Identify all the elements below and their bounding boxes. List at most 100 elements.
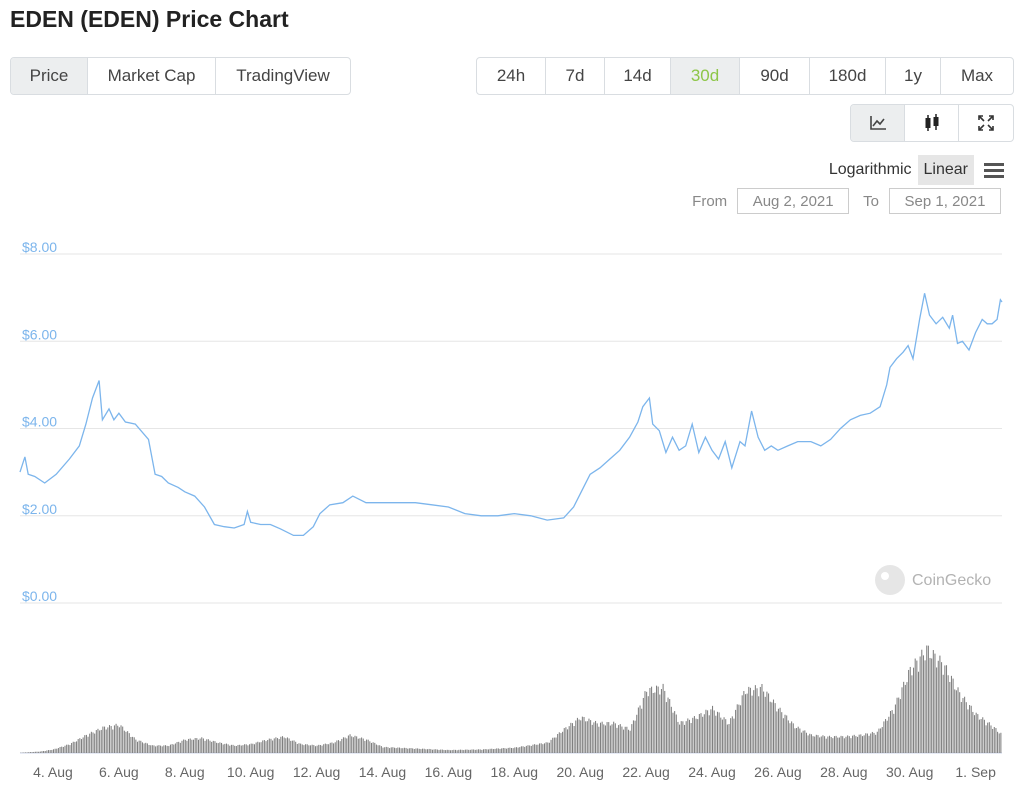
volume-bar: [347, 735, 349, 753]
volume-bar: [590, 720, 592, 753]
volume-bar: [450, 750, 452, 753]
volume-bar: [72, 741, 74, 753]
tab-tradingview[interactable]: TradingView: [236, 66, 330, 85]
range-14d[interactable]: 14d: [605, 58, 671, 94]
tab-market-cap[interactable]: Market Cap: [88, 58, 216, 94]
range-7d[interactable]: 7d: [546, 58, 605, 94]
volume-bar: [336, 740, 338, 753]
volume-bar: [880, 728, 882, 753]
volume-bar: [412, 748, 414, 753]
volume-bar: [117, 725, 119, 753]
volume-bar: [300, 743, 302, 753]
volume-bar: [525, 745, 527, 753]
volume-bar: [168, 746, 170, 753]
range-1y[interactable]: 1y: [886, 58, 941, 94]
hamburger-menu-icon[interactable]: [984, 160, 1004, 181]
volume-bar: [792, 723, 794, 753]
volume-bar: [796, 728, 798, 753]
volume-bar: [384, 747, 386, 753]
volume-bar: [395, 748, 397, 753]
to-date-input[interactable]: [889, 188, 1001, 214]
volume-bar: [423, 748, 425, 753]
volume-bar: [543, 743, 546, 753]
volume-bar: [593, 722, 595, 753]
volume-bar: [758, 696, 760, 753]
volume-bar: [285, 738, 287, 753]
volume-bar: [688, 719, 690, 753]
volume-bar: [565, 727, 567, 753]
range-24h[interactable]: 24h: [477, 58, 546, 94]
volume-bar: [318, 744, 320, 753]
range-30d[interactable]: 30d: [671, 58, 740, 94]
volume-bar: [253, 744, 256, 753]
volume-bar: [613, 721, 615, 753]
candlestick-button[interactable]: [905, 105, 959, 141]
volume-bar: [547, 742, 549, 753]
volume-bar: [832, 738, 834, 753]
volume-bar: [616, 727, 618, 753]
range-90d[interactable]: 90d: [740, 58, 810, 94]
volume-bar: [637, 707, 639, 753]
volume-bar: [522, 746, 524, 753]
volume-bar: [504, 748, 506, 753]
date-range-selector: From To: [692, 188, 1001, 214]
volume-bar: [397, 747, 399, 753]
volume-bar: [962, 698, 964, 753]
volume-bar: [105, 729, 107, 753]
volume-bar: [932, 650, 934, 753]
volume-bar: [670, 706, 672, 753]
volume-bar: [69, 745, 71, 753]
tab-price[interactable]: Price: [11, 58, 88, 94]
volume-bar: [726, 724, 728, 753]
range-180d[interactable]: 180d: [810, 58, 886, 94]
range-max[interactable]: Max: [960, 66, 994, 85]
volume-bar: [838, 737, 840, 753]
view-mode-tabs: [850, 104, 1014, 142]
volume-bar: [385, 746, 387, 753]
volume-bar: [486, 749, 488, 753]
volume-bar: [178, 741, 180, 753]
volume-bar: [873, 732, 875, 753]
volume-bar: [308, 745, 310, 753]
volume-bar: [652, 692, 654, 753]
y-tick-label: $8.00: [22, 239, 57, 255]
volume-bar: [257, 741, 259, 753]
volume-bar: [916, 660, 918, 753]
volume-bar: [230, 744, 232, 753]
volume-bar: [911, 675, 913, 753]
volume-bar: [721, 719, 723, 753]
from-date-input[interactable]: [737, 188, 850, 214]
volume-bar: [703, 714, 705, 753]
volume-bar: [454, 749, 457, 753]
line-chart-button[interactable]: [851, 105, 905, 141]
volume-bar: [878, 728, 880, 753]
volume-bar: [158, 745, 160, 753]
volume-bar: [601, 721, 603, 753]
volume-bar: [173, 744, 175, 753]
volume-bar: [120, 725, 122, 753]
x-tick-label: 8. Aug: [165, 764, 205, 780]
volume-bar: [201, 737, 203, 753]
volume-bar: [692, 717, 694, 753]
y-tick-label: $0.00: [22, 588, 57, 604]
volume-bar: [494, 748, 496, 753]
volume-bar: [850, 738, 852, 753]
volume-bar: [206, 739, 208, 753]
volume-bar: [697, 719, 699, 753]
volume-bar: [738, 704, 740, 753]
volume-bar: [586, 721, 588, 753]
fullscreen-button[interactable]: [959, 105, 1013, 141]
volume-bar: [222, 744, 224, 753]
x-tick-label: 12. Aug: [293, 764, 341, 780]
volume-bar: [812, 736, 814, 753]
volume-bar: [936, 667, 938, 753]
logarithmic-option[interactable]: Logarithmic: [828, 161, 912, 178]
volume-bar: [464, 749, 466, 753]
volume-bar: [370, 742, 372, 753]
volume-bar: [435, 749, 437, 753]
volume-bar: [141, 742, 143, 753]
x-tick-label: 24. Aug: [688, 764, 736, 780]
linear-option[interactable]: Linear: [917, 155, 974, 185]
volume-bar: [468, 749, 470, 753]
